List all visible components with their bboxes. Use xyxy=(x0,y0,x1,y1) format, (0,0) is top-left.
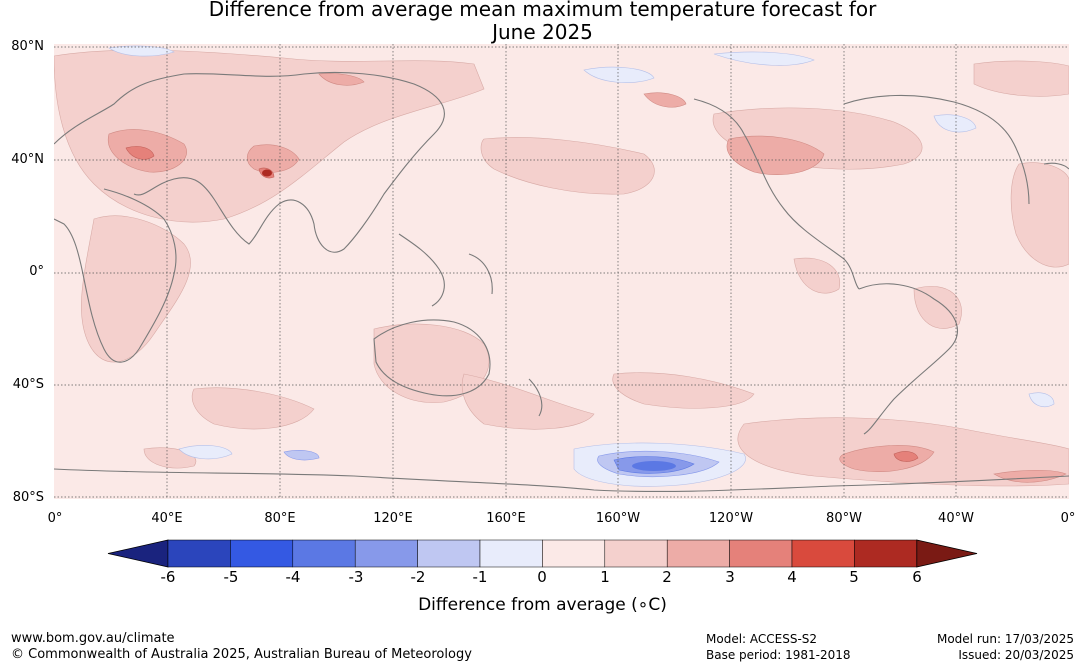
footer-model-run: Model run: 17/03/2025 xyxy=(936,632,1074,646)
footer-issued: Issued: 20/03/2025 xyxy=(958,648,1074,662)
lon-label-80e: 80°E xyxy=(264,511,296,526)
colorbar-tick: -1 xyxy=(472,568,488,586)
lon-label-160w: 160°W xyxy=(595,511,641,526)
colorbar-segment xyxy=(854,539,918,568)
colorbar-segment xyxy=(479,539,543,568)
lat-label-80s: 80°S xyxy=(12,490,44,505)
colorbar-tick: 1 xyxy=(600,568,610,586)
anomaly-band-1-2 xyxy=(54,49,1069,487)
colorbar-segment xyxy=(417,539,481,568)
map-title-line1: Difference from average mean maximum tem… xyxy=(208,0,877,21)
colorbar-segment xyxy=(354,539,418,568)
colorbar-tick: -3 xyxy=(348,568,364,586)
colorbar-extend-high xyxy=(916,539,978,568)
footer-base-period: Base period: 1981-2018 xyxy=(706,648,851,662)
lat-label-40s: 40°S xyxy=(12,377,44,392)
colorbar-tick: 6 xyxy=(912,568,922,586)
lon-label-40e: 40°E xyxy=(151,511,183,526)
lon-label-120w: 120°W xyxy=(708,511,754,526)
colorbar-tick: 4 xyxy=(787,568,797,586)
coastlines xyxy=(54,71,1069,493)
colorbar-segment xyxy=(666,539,730,568)
anomaly-hotspot xyxy=(262,169,272,177)
lon-label-0-left: 0° xyxy=(47,511,63,526)
lon-label-80w: 80°W xyxy=(826,511,862,526)
lon-label-120e: 120°E xyxy=(373,511,413,526)
colorbar-segment xyxy=(604,539,668,568)
colorbar-tick: 3 xyxy=(725,568,735,586)
footer-website: www.bom.gov.au/climate xyxy=(11,631,175,646)
colorbar-tick: 5 xyxy=(849,568,859,586)
colorbar-tick: 2 xyxy=(662,568,672,586)
colorbar-tick: -6 xyxy=(160,568,176,586)
colorbar-tick: -5 xyxy=(223,568,239,586)
lon-label-40w: 40°W xyxy=(938,511,974,526)
colorbar-segment xyxy=(167,539,231,568)
colorbar-segment xyxy=(791,539,855,568)
colorbar-segment xyxy=(729,539,793,568)
lat-label-40n: 40°N xyxy=(11,152,44,167)
map-title-line2: June 2025 xyxy=(492,20,593,44)
lon-label-0-right: 0° xyxy=(1060,511,1076,526)
lon-label-160e: 160°E xyxy=(486,511,526,526)
colorbar-tick: -4 xyxy=(285,568,301,586)
colorbar-segment xyxy=(230,539,294,568)
colorbar-label: Difference from average (∘C) xyxy=(418,595,667,615)
footer-copyright: © Commonwealth of Australia 2025, Austra… xyxy=(11,647,472,662)
lat-label-0: 0° xyxy=(29,264,44,279)
colorbar-segment xyxy=(542,539,606,568)
colorbar-tick: -2 xyxy=(410,568,426,586)
footer-model: Model: ACCESS-S2 xyxy=(706,632,818,646)
lat-label-80n: 80°N xyxy=(11,39,44,54)
graticule xyxy=(54,44,1069,499)
anomaly-band-neg-3-4 xyxy=(632,461,676,471)
colorbar-extend-low xyxy=(107,539,169,568)
temperature-anomaly-map xyxy=(54,44,1069,499)
colorbar-tick: 0 xyxy=(537,568,547,586)
colorbar-segment xyxy=(292,539,356,568)
